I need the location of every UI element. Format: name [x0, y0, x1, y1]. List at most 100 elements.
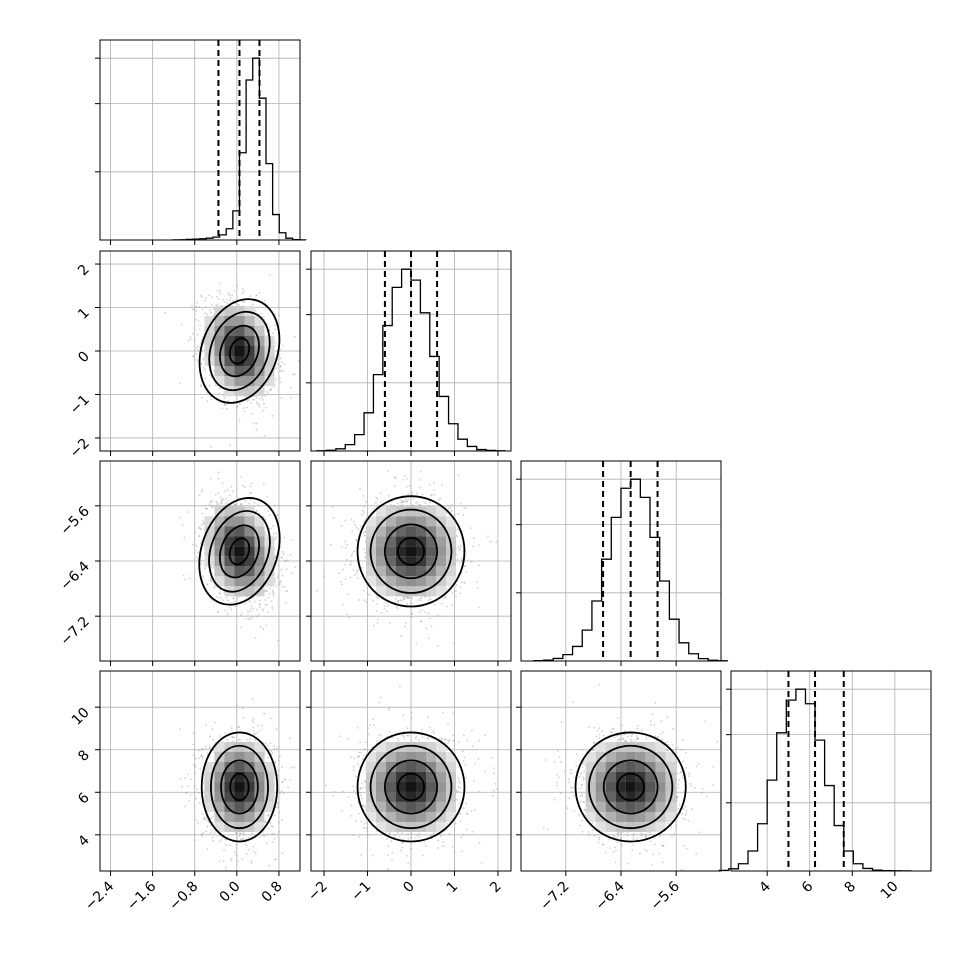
scatter-point	[401, 503, 404, 506]
scatter-point	[427, 637, 430, 640]
scatter-point	[256, 608, 258, 611]
scatter-point	[202, 543, 205, 546]
scatter-point	[181, 524, 184, 526]
scatter-point	[377, 597, 380, 599]
scatter-point	[364, 534, 366, 537]
scatter-point	[396, 607, 399, 610]
scatter-point	[397, 599, 400, 602]
scatter-point	[281, 585, 284, 588]
scatter-point	[275, 532, 278, 535]
scatter-point	[277, 583, 280, 585]
scatter-point	[403, 501, 406, 503]
scatter-point	[219, 588, 221, 591]
scatter-point	[407, 498, 410, 501]
scatter-point	[209, 374, 211, 377]
hist-panel-1	[306, 251, 511, 452]
density-cell	[366, 576, 376, 587]
scatter-point	[196, 333, 199, 336]
scatter-point	[280, 369, 283, 372]
scatter-point	[279, 580, 282, 583]
scatter-point	[265, 814, 268, 817]
density-cell	[244, 306, 255, 316]
scatter-point	[274, 378, 277, 381]
scatter-point	[212, 566, 215, 569]
density-cell	[224, 576, 235, 587]
scatter-point	[460, 557, 463, 560]
scatter-point	[206, 391, 208, 394]
scatter-point	[404, 498, 407, 501]
scatter-point	[463, 506, 466, 509]
scatter-point	[199, 324, 201, 327]
scatter-point	[463, 565, 466, 568]
density-cell	[254, 546, 265, 557]
scatter-point	[250, 412, 253, 415]
scatter-point	[225, 298, 228, 301]
scatter-point	[469, 527, 472, 530]
scatter-point	[344, 540, 347, 543]
scatter-point	[357, 527, 359, 530]
scatter-point	[444, 597, 447, 599]
scatter-point	[489, 540, 492, 543]
scatter-point	[373, 507, 375, 510]
scatter-point	[277, 804, 280, 807]
density-cell	[376, 506, 386, 517]
scatter-point	[410, 616, 413, 619]
scatter-point	[418, 503, 420, 506]
scatter-point	[267, 813, 270, 816]
scatter-point	[363, 533, 366, 536]
scatter-point	[194, 305, 197, 308]
scatter-point	[415, 642, 418, 645]
scatter-point	[195, 797, 197, 800]
scatter-point	[453, 642, 455, 645]
scatter-point	[220, 501, 223, 504]
scatter-point	[210, 445, 212, 448]
density-cell	[254, 576, 265, 587]
scatter-point	[261, 398, 264, 401]
density-cell	[386, 586, 396, 597]
density-cell	[436, 586, 446, 597]
scatter-point	[264, 309, 267, 311]
density-cell	[436, 516, 446, 527]
scatter-point	[361, 566, 363, 569]
scatter-point	[262, 483, 265, 486]
density-cell	[376, 586, 386, 597]
density-cell	[234, 366, 245, 376]
scatter-point	[226, 302, 229, 304]
density-cell	[234, 536, 245, 547]
scatter-point	[255, 615, 258, 618]
contour-line	[198, 298, 281, 404]
density-cell	[244, 516, 255, 527]
scatter-point	[231, 294, 234, 296]
scatter-point	[201, 748, 203, 751]
density-cell	[244, 376, 255, 386]
scatter-point	[208, 384, 211, 387]
scatter-point	[253, 600, 256, 603]
scatter-point	[453, 514, 456, 516]
scatter-point	[223, 849, 225, 852]
scatter-point	[249, 295, 252, 298]
scatter-point	[184, 777, 187, 780]
scatter-point	[262, 628, 265, 630]
scatter-point	[457, 474, 460, 477]
scatter-point	[191, 743, 194, 746]
scatter-point	[201, 396, 203, 399]
scatter-point	[228, 494, 231, 497]
scatter-point	[305, 518, 307, 520]
scatter-point	[198, 305, 201, 308]
scatter-point	[242, 838, 245, 841]
scatter-point	[400, 599, 403, 602]
scatter-point	[450, 510, 453, 512]
scatter-point	[401, 500, 404, 503]
density-cell	[264, 376, 275, 386]
scatter-point	[233, 504, 236, 506]
scatter-point	[406, 596, 409, 599]
scatter-point	[476, 586, 479, 589]
scatter-panel-2	[311, 461, 511, 661]
scatter-point	[236, 406, 238, 409]
scatter-point	[272, 594, 275, 597]
scatter-point	[206, 313, 208, 316]
scatter-point	[487, 535, 489, 538]
scatter-point	[232, 300, 234, 302]
scatter-point	[233, 600, 236, 603]
scatter-point	[262, 608, 264, 611]
